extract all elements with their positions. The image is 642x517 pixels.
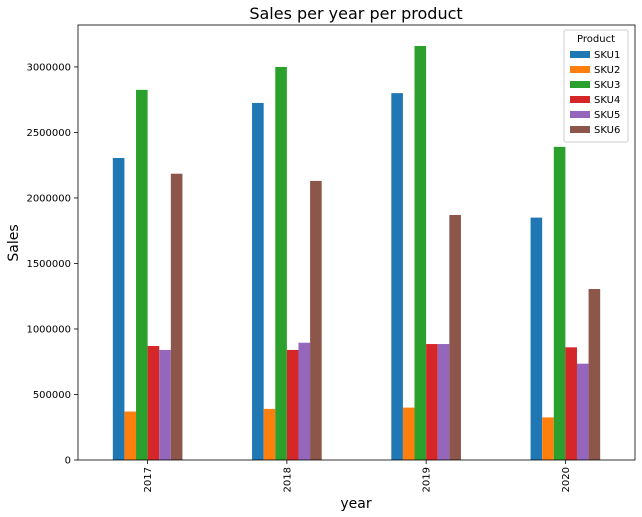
y-tick-label: 2000000 bbox=[26, 193, 71, 204]
x-axis: 2017 2018 2019 2020 bbox=[143, 460, 572, 492]
legend-label-sku5: SKU5 bbox=[594, 110, 620, 121]
y-axis-title: Sales bbox=[6, 224, 22, 261]
bar-sku6-2020 bbox=[588, 289, 601, 460]
x-tick-label: 2017 bbox=[143, 467, 154, 492]
y-tick-label: 500000 bbox=[33, 390, 71, 401]
bar-sku6-2017 bbox=[170, 173, 183, 461]
bar-sku5-2019 bbox=[437, 344, 450, 460]
legend-swatch-sku4 bbox=[570, 96, 590, 103]
bar-sku2-2018 bbox=[263, 408, 276, 460]
bars-group bbox=[112, 45, 601, 461]
bar-sku5-2018 bbox=[298, 342, 311, 460]
x-axis-title: year bbox=[340, 496, 371, 512]
legend-label-sku3: SKU3 bbox=[594, 80, 620, 91]
x-tick-label: 2019 bbox=[422, 467, 433, 492]
x-tick-label: 2020 bbox=[561, 467, 572, 492]
bar-sku1-2020 bbox=[530, 217, 543, 460]
y-axis: 0 500000 1000000 1500000 2000000 2500000 30000… bbox=[26, 62, 78, 467]
bar-sku1-2018 bbox=[252, 102, 264, 460]
legend-swatch-sku6 bbox=[570, 126, 590, 133]
bar-sku3-2018 bbox=[275, 66, 287, 461]
legend-label-sku6: SKU6 bbox=[594, 125, 620, 136]
legend-label-sku4: SKU4 bbox=[594, 95, 620, 106]
chart-title: Sales per year per product bbox=[249, 4, 462, 23]
bar-sku6-2018 bbox=[310, 180, 322, 460]
bar-sku4-2020 bbox=[565, 347, 577, 460]
bar-sku2-2020 bbox=[542, 417, 554, 460]
plot-frame bbox=[77, 24, 636, 461]
y-tick-label: 0 bbox=[65, 456, 71, 467]
bar-sku2-2017 bbox=[124, 411, 137, 460]
y-tick-label: 1000000 bbox=[26, 324, 71, 335]
y-tick-label: 3000000 bbox=[26, 62, 71, 73]
bar-sku4-2017 bbox=[147, 346, 160, 460]
legend-label-sku1: SKU1 bbox=[594, 50, 620, 61]
bar-sku2-2019 bbox=[402, 407, 415, 460]
legend-swatch-sku5 bbox=[570, 111, 590, 118]
bar-sku5-2020 bbox=[576, 363, 589, 460]
legend: Product SKU1 SKU2 SKU3 SKU4 SKU5 SKU6 bbox=[563, 29, 629, 143]
bar-sku4-2018 bbox=[286, 349, 299, 460]
bar-sku1-2017 bbox=[112, 157, 125, 461]
bar-sku3-2019 bbox=[414, 45, 427, 460]
y-tick-label: 2500000 bbox=[26, 128, 71, 139]
bar-sku4-2019 bbox=[426, 344, 438, 460]
bar-sku1-2019 bbox=[391, 93, 403, 460]
legend-swatch-sku3 bbox=[570, 81, 590, 88]
y-tick-label: 1500000 bbox=[26, 259, 71, 270]
legend-title: Product bbox=[577, 34, 615, 45]
legend-swatch-sku1 bbox=[570, 51, 590, 58]
bar-sku3-2017 bbox=[136, 89, 148, 460]
bar-sku3-2020 bbox=[553, 146, 566, 460]
bar-sku5-2017 bbox=[159, 349, 171, 460]
legend-swatch-sku2 bbox=[570, 66, 590, 73]
x-tick-label: 2018 bbox=[282, 467, 293, 492]
legend-label-sku2: SKU2 bbox=[594, 65, 620, 76]
bar-sku6-2019 bbox=[449, 214, 461, 460]
